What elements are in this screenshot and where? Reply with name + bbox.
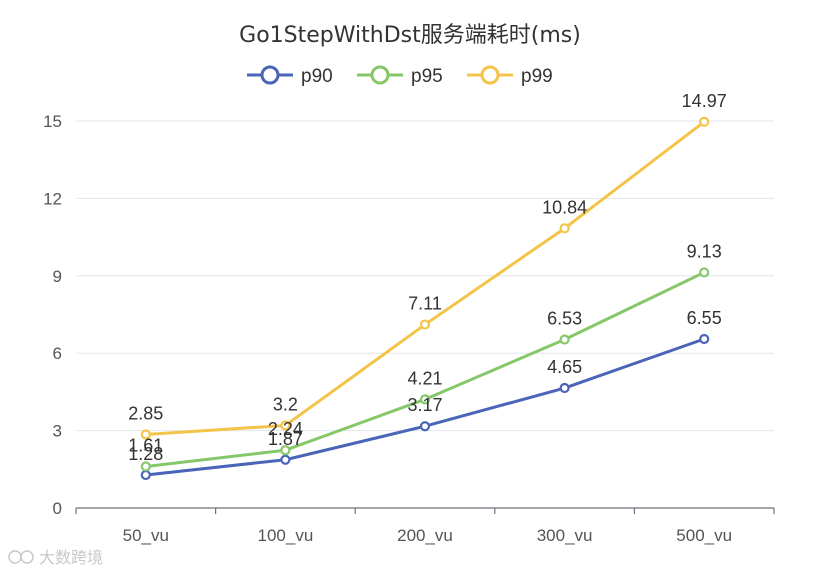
data-label-p99: 3.2: [273, 394, 298, 414]
data-label-p95: 4.21: [407, 368, 442, 388]
chart-title: Go1StepWithDst服务端耗时(ms): [239, 23, 581, 48]
watermark: 大数跨境: [8, 548, 103, 567]
series-p95: [140, 267, 710, 472]
legend-label: p99: [521, 66, 553, 87]
data-point-p90[interactable]: [699, 333, 710, 345]
data-label-p90: 4.65: [547, 357, 582, 377]
legend-label: p90: [301, 66, 333, 87]
data-label-p90: 1.87: [268, 429, 303, 449]
legend-item-p99[interactable]: p99: [467, 65, 553, 87]
data-point-p99[interactable]: [699, 116, 710, 127]
data-point-p90[interactable]: [419, 421, 431, 432]
data-label-p90: 6.55: [687, 308, 722, 328]
legend-item-p95[interactable]: p95: [357, 65, 443, 87]
data-label-p95: 6.53: [547, 309, 582, 329]
x-tick-label: 200_vu: [397, 526, 453, 545]
data-label-p90: 3.17: [407, 395, 442, 415]
data-point-p95[interactable]: [699, 267, 710, 278]
data-label-p95: 1.61: [128, 435, 163, 455]
legend-label: p95: [411, 66, 443, 87]
data-label-p99: 7.11: [408, 294, 442, 314]
y-tick-label: 12: [43, 189, 62, 208]
data-point-p90[interactable]: [559, 382, 570, 394]
data-point-p99[interactable]: [280, 420, 291, 431]
data-point-p95[interactable]: [280, 445, 291, 456]
series-p99: [140, 116, 710, 440]
legend-marker-icon: [370, 65, 390, 85]
data-point-p95[interactable]: [140, 461, 151, 472]
y-tick-label: 9: [53, 267, 62, 286]
legend-marker-icon: [260, 65, 280, 85]
data-point-p99[interactable]: [419, 319, 431, 330]
data-point-p95[interactable]: [559, 334, 570, 345]
y-tick-label: 3: [53, 422, 62, 441]
data-point-p90[interactable]: [280, 454, 291, 465]
data-label-p90: 1.28: [128, 444, 163, 464]
legend-marker-icon: [480, 65, 500, 85]
data-label-p95: 9.13: [687, 241, 722, 261]
data-point-p95[interactable]: [419, 394, 431, 405]
series-p90: [140, 333, 710, 481]
data-point-p99[interactable]: [559, 223, 570, 234]
data-labels: 1.28 1.87 3.17 4.65 6.55 1.61 2.24 4.21 6.53 9.13…: [128, 91, 726, 464]
watermark-text: 大数跨境: [39, 548, 103, 567]
y-tick-label: 6: [53, 344, 62, 363]
data-point-p99[interactable]: [140, 429, 151, 440]
series-layer: [140, 116, 710, 481]
data-point-p90[interactable]: [140, 469, 151, 481]
x-tick-label: 300_vu: [537, 526, 593, 545]
data-label-p95: 2.24: [268, 419, 303, 439]
x-tick-label: 50_vu: [123, 526, 169, 545]
legend-item-p90[interactable]: p90: [247, 65, 333, 87]
watermark-logo-icon: [8, 550, 34, 564]
data-label-p99: 2.85: [128, 403, 163, 423]
y-tick-label: 0: [53, 499, 62, 518]
data-label-p99: 14.97: [682, 91, 727, 111]
y-axis: 0 3 6 9 12 15: [43, 112, 62, 518]
data-label-p99: 10.84: [542, 197, 587, 217]
x-tick-label: 500_vu: [676, 526, 732, 545]
y-tick-label: 15: [43, 112, 62, 131]
legend[interactable]: p90 p95 p99: [247, 65, 553, 87]
x-axis: 50_vu 100_vu 200_vu 300_vu 500_vu: [75, 507, 775, 545]
x-tick-label: 100_vu: [258, 526, 314, 545]
